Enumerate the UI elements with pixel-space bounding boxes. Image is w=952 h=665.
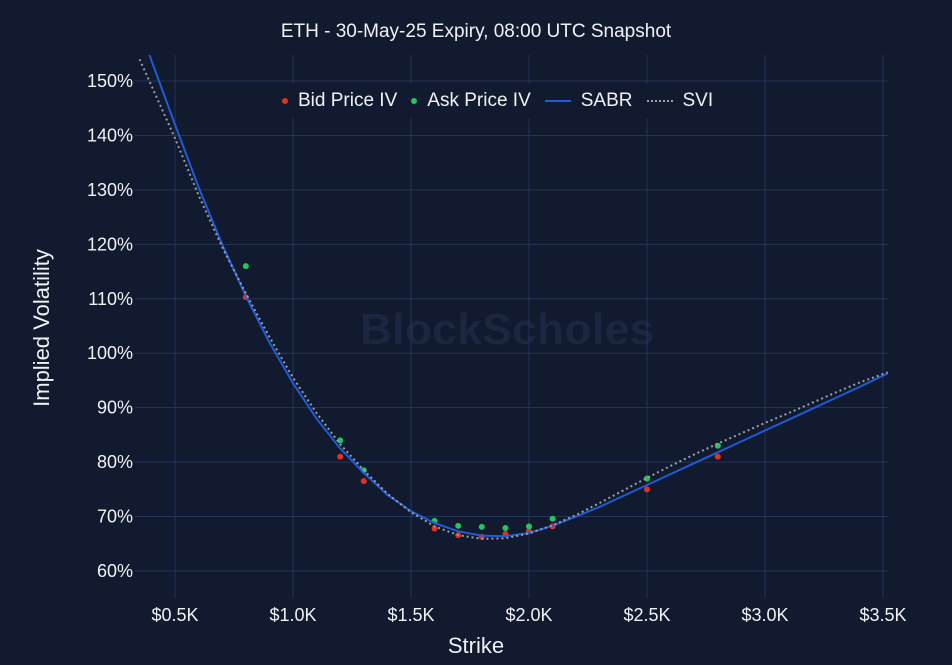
- x-tick-label: $1.5K: [387, 605, 434, 625]
- y-tick-label: 70%: [97, 507, 133, 527]
- svi-curve: [138, 58, 888, 540]
- x-tick-label: $1.0K: [269, 605, 316, 625]
- ask-price-iv-point: [502, 524, 509, 531]
- legend-label: SABR: [580, 90, 633, 111]
- y-tick-label: 150%: [87, 71, 133, 91]
- ask-price-iv-point: [526, 523, 532, 530]
- ask-marker-icon: [411, 98, 418, 104]
- y-axis-label: Implied Volatility: [29, 249, 54, 407]
- y-tick-label: 130%: [87, 180, 133, 200]
- x-tick-label: $3.0K: [741, 605, 788, 625]
- legend-label: Ask Price IV: [427, 90, 531, 111]
- y-tick-label: 80%: [97, 452, 133, 472]
- legend: Bid Price IV Ask Price IV SABR SVI: [268, 84, 728, 118]
- x-axis-label: Strike: [447, 633, 505, 658]
- sabr-line-icon: [544, 100, 571, 102]
- bid-marker-icon: [282, 98, 288, 104]
- x-tick-label: $2.5K: [623, 605, 670, 625]
- bid-price-iv-point: [644, 486, 650, 493]
- y-tick-label: 110%: [88, 289, 133, 309]
- ask-price-iv-point: [455, 522, 462, 529]
- y-tick-label: 140%: [87, 125, 133, 145]
- legend-item-svi[interactable]: SVI: [646, 90, 714, 112]
- legend-label: Bid Price IV: [298, 90, 398, 111]
- svi-line-icon: [646, 100, 673, 102]
- y-tick-label: 90%: [97, 398, 133, 418]
- legend-item-ask[interactable]: Ask Price IV: [411, 90, 531, 112]
- ask-price-iv-point: [549, 515, 556, 522]
- legend-item-bid[interactable]: Bid Price IV: [282, 90, 397, 112]
- y-tick-label: 120%: [87, 234, 133, 254]
- watermark-logo: BlockScholes: [360, 305, 655, 354]
- x-tick-label: $2.0K: [505, 605, 552, 625]
- ask-price-iv-point: [242, 263, 249, 270]
- chart-title: ETH - 30-May-25 Expiry, 08:00 UTC Snapsh…: [280, 21, 672, 42]
- sabr-curve: [148, 55, 888, 538]
- x-tick-label: $3.5K: [859, 605, 906, 625]
- legend-label: SVI: [682, 90, 714, 111]
- legend-item-sabr[interactable]: SABR: [544, 90, 633, 112]
- y-tick-label: 100%: [87, 343, 133, 363]
- x-tick-label: $0.5K: [151, 605, 198, 625]
- bid-price-iv-point: [337, 453, 344, 460]
- bid-price-iv-point: [714, 453, 721, 460]
- bid-price-iv-point: [431, 525, 438, 532]
- bid-price-iv-point: [360, 478, 367, 485]
- ask-price-iv-point: [478, 523, 485, 530]
- y-tick-label: 60%: [97, 561, 133, 581]
- ask-price-iv-point: [337, 437, 344, 444]
